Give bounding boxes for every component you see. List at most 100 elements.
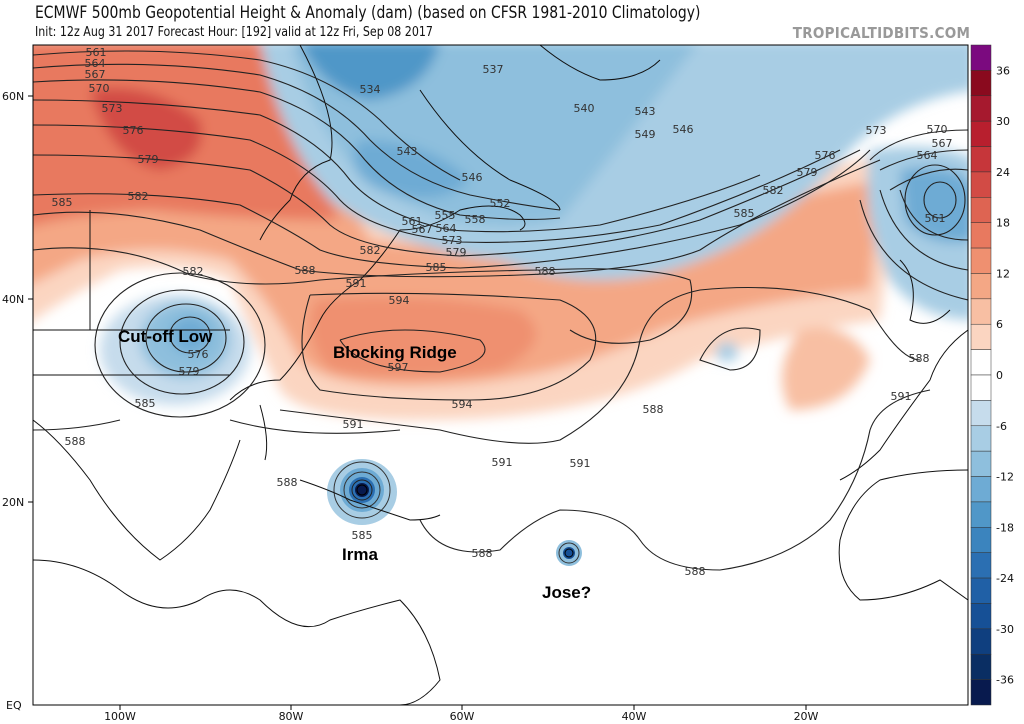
colorbar-label: 12 [996,267,1010,280]
contour-label: 549 [635,128,656,141]
contour-label: 585 [135,397,156,410]
lat-axis: 60N 40N 20N EQ [2,90,33,712]
contour-label: 585 [352,529,373,542]
colorbar-segment [970,679,992,706]
contour-label: 567 [412,223,433,236]
colorbar-segment [970,425,992,452]
contour-label: 591 [492,456,513,469]
contour-label: 555 [435,209,456,222]
contour-label: 588 [535,265,556,278]
colorbar-segment [970,349,992,376]
brand-watermark: TROPICALTIDBITS.COM [792,24,970,42]
contour-label: 579 [179,365,200,378]
colorbar-label: -24 [996,572,1014,585]
contour-label: 564 [917,149,938,162]
colorbar-segment [970,120,992,147]
lon-label: 20W [794,710,819,723]
lon-axis: 100W 80W 60W 40W 20W [104,705,819,723]
colorbar-segment [970,44,992,71]
contour-label: 588 [643,403,664,416]
contour-label: 537 [483,63,504,76]
colorbar-segment [970,552,992,579]
colorbar-label: -30 [996,623,1014,636]
colorbar-label: 30 [996,115,1010,128]
colorbar-segment [970,603,992,630]
colorbar-segment [970,527,992,553]
contour-label: 573 [866,124,887,137]
contour-label: 585 [52,196,73,209]
colorbar-segment [970,95,992,122]
contour-label: 597 [388,361,409,374]
colorbar-label: 24 [996,166,1010,179]
contour-label: 546 [462,171,483,184]
colorbar-label: 36 [996,64,1010,77]
lat-label: EQ [6,699,22,712]
contour-label: 582 [183,265,204,278]
height-contours [33,50,968,571]
colorbar: 36 30 24 18 12 6 0 -6 -12 -18 -24 -30 -36 [970,44,1014,706]
jose-vortex [556,540,582,566]
colorbar-segment [970,577,992,604]
colorbar-segment [970,450,992,477]
chart-subtitle: Init: 12z Aug 31 2017 Forecast Hour: [19… [35,25,433,40]
contour-label: 588 [295,264,316,277]
colorbar-segment [970,222,992,249]
contour-label: 579 [446,246,467,259]
lat-label: 60N [2,90,24,103]
contour-label: 570 [89,82,110,95]
colorbar-segment [970,146,992,173]
colorbar-label: -6 [996,420,1007,433]
contour-label: 573 [102,102,123,115]
colorbar-segment [970,247,992,274]
contour-label: 588 [685,565,706,578]
contour-label: 591 [343,418,364,431]
contour-label: 585 [734,207,755,220]
contour-label: 591 [891,390,912,403]
blocking-ridge-annotation: Blocking Ridge [333,343,457,362]
chart-title: ECMWF 500mb Geopotential Height & Anomal… [35,3,701,23]
colorbar-segment [970,400,992,427]
contour-label: 552 [490,197,511,210]
cutoff-low-annotation: Cut-off Low [118,327,213,346]
contour-label: 576 [188,348,209,361]
contour-label: 582 [128,190,149,203]
lon-label: 60W [450,710,475,723]
colorbar-label: -36 [996,674,1014,687]
colorbar-segment [970,374,992,401]
contour-label: 543 [397,145,418,158]
irma-annotation: Irma [342,545,378,564]
contour-label: 591 [346,277,367,290]
contour-label: 561 [86,46,107,59]
contour-label: 546 [673,123,694,136]
lon-label: 80W [279,710,304,723]
colorbar-segment [970,476,992,503]
contour-label: 588 [909,352,930,365]
contour-label: 558 [465,213,486,226]
colorbar-segment [970,323,992,350]
colorbar-label: -12 [996,471,1014,484]
colorbar-segment [970,298,992,325]
contour-label: 564 [436,222,457,235]
irma-vortex [327,459,397,525]
lon-label: 100W [104,710,136,723]
colorbar-segment [970,70,992,97]
jose-annotation: Jose? [542,583,591,602]
contour-label: 573 [442,234,463,247]
colorbar-segment [970,273,992,300]
colorbar-label: 18 [996,217,1010,230]
colorbar-segment [970,628,992,655]
contour-label: 561 [402,215,423,228]
coastlines [33,45,968,705]
colorbar-label: 6 [996,318,1003,331]
lat-label: 40N [2,293,24,306]
contour-label: 594 [452,398,473,411]
contour-label: 567 [932,137,953,150]
contour-label: 579 [138,153,159,166]
contour-label: 582 [763,184,784,197]
colorbar-segment [970,653,992,680]
contour-label: 561 [925,212,946,225]
lat-label: 20N [2,496,24,509]
colorbar-segment [970,171,992,198]
